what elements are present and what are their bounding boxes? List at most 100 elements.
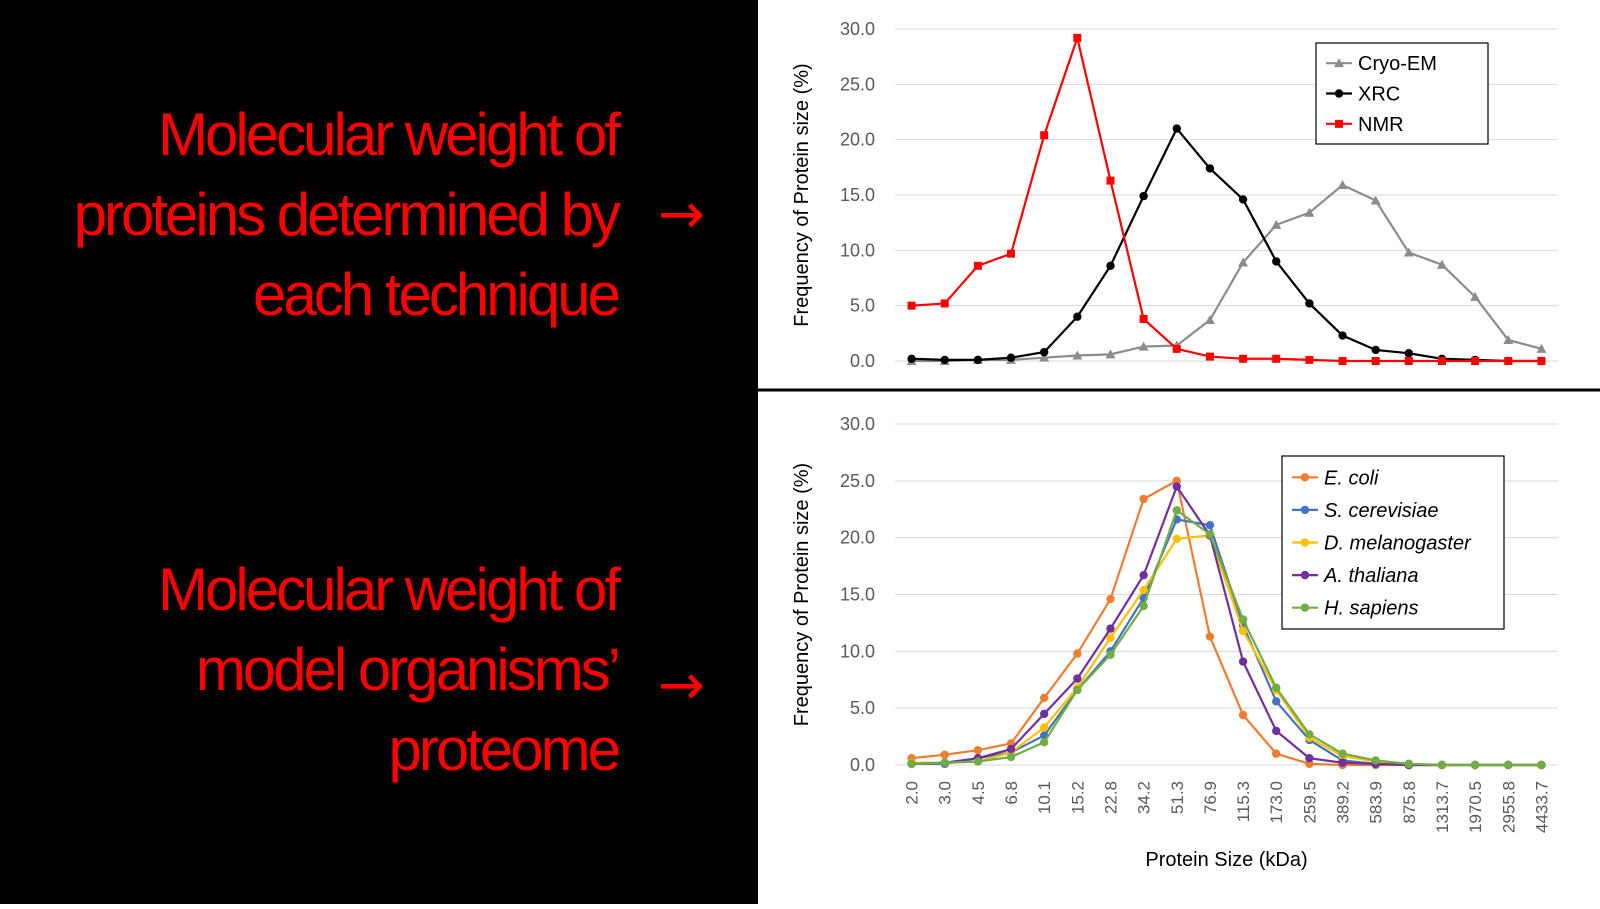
data-point (1337, 180, 1348, 190)
caption-technique: Molecular weight of proteins determined … (0, 95, 621, 335)
legend: E. coli S. cerevisiae D. melanogaster A. th… (1281, 455, 1505, 630)
data-point (1073, 312, 1082, 321)
data-point (1072, 350, 1083, 360)
legend-label: H. sapiens (1324, 598, 1419, 620)
caption-proteome: Molecular weight of model organisms’ pro… (0, 550, 621, 790)
x-tick-label: 34.2 (1135, 781, 1154, 814)
data-point (1039, 693, 1049, 703)
x-tick-label: 1313.7 (1433, 781, 1452, 833)
data-point (1073, 674, 1082, 683)
data-point (1371, 345, 1380, 355)
y-tick-label: 30.0 (840, 19, 875, 39)
data-point (1272, 697, 1281, 706)
legend-marker (1300, 603, 1310, 612)
y-tick-label: 0.0 (850, 351, 875, 371)
legend-marker (1335, 119, 1343, 128)
chart-panel: 0.0 5.0 10.0 15.0 20.0 25.0 30.0 Frequency of P… (758, 0, 1600, 904)
data-point (1039, 738, 1049, 747)
data-point (1304, 207, 1315, 217)
data-point (1138, 341, 1149, 351)
data-point (1272, 257, 1281, 266)
data-point (1537, 357, 1546, 365)
y-tick-label: 0.0 (850, 755, 875, 775)
data-point (1205, 352, 1214, 361)
x-tick-label: 115.3 (1234, 781, 1253, 822)
data-point (1106, 624, 1115, 633)
data-point (940, 750, 949, 759)
series-line (911, 126, 1542, 363)
data-point (1039, 709, 1049, 719)
data-point (1106, 650, 1115, 659)
data-point (1172, 344, 1181, 353)
data-point (1039, 352, 1050, 362)
x-tick-label: 4433.7 (1532, 781, 1551, 833)
x-tick-label: 259.5 (1300, 781, 1319, 824)
legend-label: D. melanogaster (1324, 533, 1472, 555)
data-point (1172, 506, 1181, 515)
y-tick-label: 25.0 (840, 74, 875, 94)
data-point (1139, 585, 1148, 595)
y-tick-label: 25.0 (840, 471, 875, 491)
data-point (1073, 649, 1082, 658)
legend-box (1281, 455, 1505, 630)
data-point (1073, 685, 1082, 695)
x-tick-label: 173.0 (1267, 781, 1286, 824)
legend-label: S. cerevisiae (1324, 500, 1439, 522)
legend-label: XRC (1358, 84, 1400, 106)
data-point (1370, 195, 1381, 205)
x-axis-label: Protein Size (kDa) (1145, 849, 1307, 871)
data-point (1536, 343, 1547, 353)
data-point (1503, 334, 1514, 344)
data-point (907, 759, 916, 769)
data-point (1238, 710, 1248, 720)
data-point (1504, 760, 1513, 770)
y-tick-label: 15.0 (840, 185, 875, 205)
series-line (911, 183, 1542, 363)
series-line (911, 33, 1542, 363)
data-point (1238, 195, 1248, 204)
x-tick-label: 22.8 (1101, 781, 1120, 814)
arrow-right-icon: → (658, 182, 705, 247)
x-tick-label: 15.2 (1068, 781, 1087, 814)
data-point (1238, 257, 1249, 267)
data-point (1272, 683, 1281, 692)
data-point (1271, 219, 1282, 229)
data-point (1338, 749, 1347, 758)
y-tick-label: 5.0 (850, 296, 875, 316)
data-point (1371, 756, 1380, 765)
data-point (1403, 247, 1414, 257)
data-point (1172, 482, 1181, 491)
data-point (1139, 494, 1148, 504)
charts-svg: 0.0 5.0 10.0 15.0 20.0 25.0 30.0 Frequency of P… (758, 19, 1600, 871)
legend-marker (1300, 473, 1310, 482)
y-tick-label: 20.0 (840, 130, 875, 150)
data-point (1239, 354, 1248, 363)
data-point (1106, 594, 1115, 604)
x-tick-label: 389.2 (1334, 781, 1353, 824)
caption-line: model organisms’ (195, 636, 621, 703)
data-point (1305, 299, 1314, 308)
caption-line: Molecular weight of (158, 556, 621, 623)
caption-panel: Molecular weight of proteins determined … (0, 0, 758, 904)
data-point (1106, 261, 1115, 271)
data-point (1338, 357, 1347, 365)
data-point (907, 301, 916, 310)
data-point (1238, 657, 1248, 666)
data-point (1205, 632, 1215, 641)
legend-marker (1334, 58, 1344, 68)
data-point (1371, 357, 1380, 365)
data-point (1204, 315, 1215, 325)
caption-line: Molecular weight of (158, 101, 621, 168)
x-tick-label: 2955.8 (1499, 781, 1518, 833)
data-point (1007, 249, 1016, 258)
data-point (1006, 744, 1016, 754)
data-point (1106, 176, 1115, 185)
data-point (1305, 730, 1314, 739)
data-point (1205, 520, 1215, 530)
caption-line: each technique (253, 261, 621, 328)
data-point (1073, 33, 1082, 42)
data-point (1404, 349, 1414, 358)
data-point (1139, 570, 1148, 580)
data-point (1471, 357, 1480, 365)
legend-label: NMR (1358, 114, 1404, 136)
